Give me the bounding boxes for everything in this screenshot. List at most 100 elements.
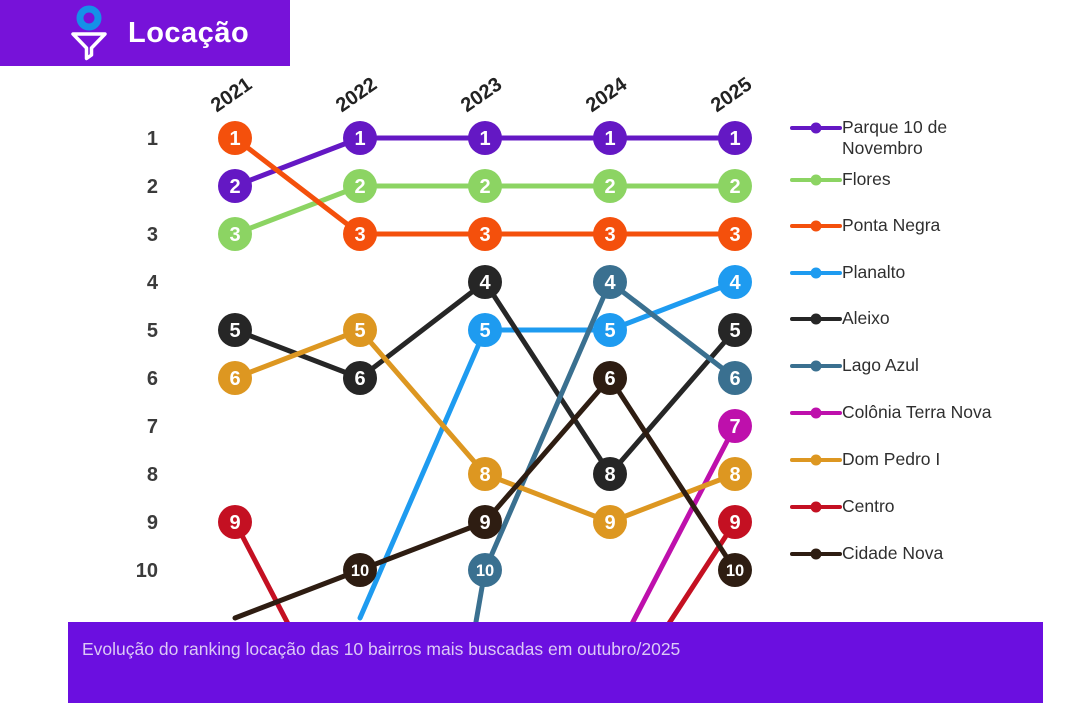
rank-node: [718, 505, 752, 539]
series-line: [357, 279, 738, 621]
series-line: [473, 279, 738, 622]
rank-node: [218, 361, 252, 395]
rank-node: [593, 361, 627, 395]
legend-marker-icon: [790, 267, 842, 279]
legend-label: Flores: [842, 169, 891, 189]
rank-node-label: 3: [354, 224, 365, 246]
legend-marker-icon: [790, 220, 842, 232]
rank-node: [468, 553, 502, 587]
rank-node: [718, 121, 752, 155]
rank-node-label: 1: [604, 128, 615, 150]
rank-node: [468, 121, 502, 155]
rank-node-label: 8: [479, 464, 490, 486]
rank-axis-label: 5: [147, 320, 158, 342]
rank-node: [343, 553, 377, 587]
legend-marker-icon: [790, 454, 842, 466]
legend-label: Ponta Negra: [842, 215, 941, 235]
rank-node: [718, 409, 752, 443]
year-axis-label: 2022: [332, 73, 381, 117]
rank-node-label: 10: [476, 562, 494, 580]
series-line: [232, 519, 290, 622]
rank-node: [468, 169, 502, 203]
rank-node: [468, 505, 502, 539]
legend-label: Planalto: [842, 262, 906, 282]
rank-node-label: 4: [729, 272, 741, 294]
rank-node-label: 8: [729, 464, 740, 486]
legend-item: Ponta Negra: [790, 215, 940, 236]
legend-label: Lago Azul: [842, 355, 919, 375]
legend-label: Aleixo: [842, 308, 890, 328]
rank-node-label: 8: [604, 464, 615, 486]
rank-node-label: 4: [604, 272, 616, 294]
rank-node-label: 5: [354, 320, 365, 342]
legend-label: Parque 10 de Novembro: [842, 117, 948, 158]
bump-chart: 1 2 3 4 5 6 7 8 9 10 2021 2022 2023 2024 2025 2 1 1 1 1 3 2 2 2…: [136, 73, 756, 622]
legend-item: Colônia Terra Nova: [790, 402, 991, 423]
rank-axis-label: 8: [147, 464, 158, 486]
rank-node-label: 3: [479, 224, 490, 246]
rank-node: [343, 217, 377, 251]
rank-node-label: 10: [351, 562, 369, 580]
rank-node: [468, 217, 502, 251]
rank-node: [468, 457, 502, 491]
rank-node-label: 1: [729, 128, 740, 150]
rank-node: [718, 169, 752, 203]
rank-node: [468, 265, 502, 299]
rank-axis-label: 10: [136, 560, 158, 582]
rank-node-label: 6: [729, 368, 740, 390]
caption-bar: Evolução do ranking locação das 10 bairr…: [68, 622, 1043, 703]
rank-node-label: 9: [729, 512, 740, 534]
rank-node: [218, 313, 252, 347]
rank-node: [343, 121, 377, 155]
rank-node-label: 5: [479, 320, 490, 342]
rank-node-label: 2: [729, 176, 740, 198]
legend-item: Dom Pedro I: [790, 449, 940, 470]
legend-item: Cidade Nova: [790, 543, 943, 564]
legend-marker-icon: [790, 122, 842, 134]
rank-node-label: 1: [479, 128, 490, 150]
rank-node: [593, 169, 627, 203]
rank-node-label: 2: [354, 176, 365, 198]
legend-item: Flores: [790, 169, 891, 190]
legend-marker-icon: [790, 313, 842, 325]
rank-node: [593, 505, 627, 539]
rank-node-label: 9: [229, 512, 240, 534]
rank-axis-label: 7: [147, 416, 158, 438]
rank-node-label: 7: [729, 416, 740, 438]
header-badge: Locação: [0, 0, 290, 66]
legend-item: Planalto: [790, 262, 905, 283]
rank-node: [343, 169, 377, 203]
rank-node-label: 5: [604, 320, 615, 342]
rank-node-label: 6: [229, 368, 240, 390]
rank-node-label: 4: [479, 272, 491, 294]
rank-node-label: 5: [229, 320, 240, 342]
rank-node-label: 5: [729, 320, 740, 342]
series-line: [666, 519, 738, 622]
legend-marker-icon: [790, 501, 842, 513]
rank-node: [718, 217, 752, 251]
rank-node: [718, 457, 752, 491]
rank-node: [468, 313, 502, 347]
rank-node: [218, 505, 252, 539]
funnel-person-icon: [71, 5, 107, 61]
page-title: Locação: [128, 16, 250, 49]
rank-node-label: 3: [729, 224, 740, 246]
rank-node: [593, 217, 627, 251]
rank-node-label: 1: [354, 128, 365, 150]
rank-node-label: 9: [604, 512, 615, 534]
rank-node-label: 1: [229, 128, 240, 150]
rank-node-label: 3: [604, 224, 615, 246]
legend-item: Centro: [790, 496, 895, 517]
year-axis-label: 2023: [457, 73, 506, 117]
rank-axis-label: 3: [147, 224, 158, 246]
rank-node-label: 2: [479, 176, 490, 198]
caption-text: Evolução do ranking locação das 10 bairr…: [82, 639, 681, 659]
legend-label: Centro: [842, 496, 895, 516]
legend-item: Lago Azul: [790, 355, 919, 376]
rank-node-label: 3: [229, 224, 240, 246]
rank-axis-label: 4: [147, 272, 159, 294]
rank-node-label: 6: [604, 368, 615, 390]
rank-node-label: 9: [479, 512, 490, 534]
rank-node-label: 2: [229, 176, 240, 198]
rank-node: [593, 313, 627, 347]
